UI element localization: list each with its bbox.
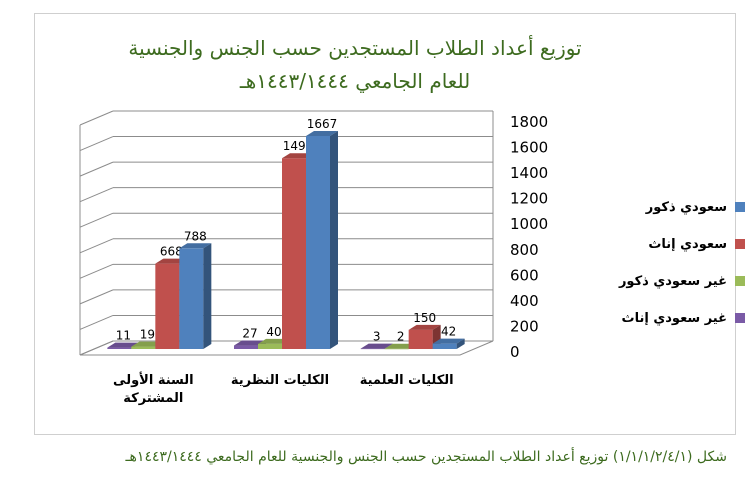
gridline-depth	[79, 161, 114, 177]
bar-front	[360, 348, 385, 350]
chart-frame: توزيع أعداد الطلاب المستجدين حسب الجنس و…	[34, 13, 745, 435]
bar-front	[179, 248, 204, 349]
bar-front	[155, 263, 180, 349]
bar-front	[234, 345, 258, 349]
chart-legend: سعودي ذكور سعودي إناث غير سعودي ذكور غير سع…	[595, 199, 745, 347]
gridline-depth	[79, 212, 114, 228]
data-label: 668	[160, 245, 183, 259]
data-label: 42	[441, 325, 456, 339]
bar-side	[330, 130, 338, 349]
chart-title-line-2: للعام الجامعي ١٤٤٣/١٤٤٤هـ	[239, 69, 471, 93]
bar-front	[408, 329, 433, 349]
bar-top	[107, 342, 140, 348]
bar-front	[432, 343, 457, 349]
data-label: 150	[413, 311, 436, 325]
legend-label: غير سعودي ذكور	[618, 273, 727, 289]
data-label: 40	[266, 325, 281, 339]
data-label: 1493	[283, 139, 314, 153]
bar-top	[360, 343, 393, 349]
x-category-label: الكليات العلمية	[360, 373, 454, 388]
data-label: 1667	[307, 117, 338, 131]
legend-item: غير سعودي إناث	[595, 310, 745, 326]
data-label: 19	[140, 328, 155, 342]
y-tick-label: 1800	[510, 113, 548, 131]
y-tick-label: 400	[510, 292, 539, 310]
bar-front	[131, 346, 156, 349]
legend-item: غير سعودي ذكور	[595, 273, 745, 289]
data-label: 27	[242, 327, 257, 341]
bar-side	[203, 243, 212, 349]
legend-swatch	[735, 313, 745, 323]
x-category-label: المشتركة	[123, 391, 183, 406]
data-label: 11	[116, 329, 131, 343]
legend-item: سعودي إناث	[595, 236, 745, 252]
legend-swatch	[735, 239, 745, 249]
gridline-depth	[79, 289, 114, 305]
legend-swatch	[735, 276, 745, 286]
x-category-label: السنة الأولى	[113, 371, 194, 388]
legend-item: سعودي ذكور	[595, 199, 745, 215]
chart-title-line-1: توزيع أعداد الطلاب المستجدين حسب الجنس و…	[128, 36, 582, 60]
legend-label: سعودي ذكور	[645, 199, 727, 215]
gridline-depth	[79, 187, 114, 203]
legend-label: سعودي إناث	[648, 236, 727, 252]
y-tick-label: 200	[510, 317, 539, 335]
bar-front	[306, 135, 330, 349]
bar-top	[179, 243, 212, 249]
y-tick-label: 1600	[510, 139, 548, 157]
data-label: 788	[184, 229, 207, 243]
bar-front	[282, 158, 306, 349]
x-category-label: الكليات النظرية	[231, 373, 329, 388]
gridline-depth	[79, 238, 114, 254]
data-label: 2	[397, 330, 405, 344]
chart-floor	[79, 340, 494, 356]
bar-side	[456, 338, 465, 349]
chart-title: توزيع أعداد الطلاب المستجدين حسب الجنس و…	[35, 32, 675, 98]
gridline-depth	[79, 136, 114, 152]
bar-front	[258, 343, 282, 349]
y-tick-label: 1400	[510, 164, 548, 182]
bar-front	[384, 348, 409, 350]
gridline-depth	[79, 110, 114, 126]
y-tick-label: 0	[510, 343, 520, 361]
y-tick-label: 800	[510, 241, 539, 259]
bar-top	[306, 130, 338, 136]
bar-top	[408, 324, 441, 330]
y-tick-label: 1200	[510, 190, 548, 208]
gridline-depth	[79, 263, 114, 279]
bar-front	[107, 347, 132, 349]
legend-label: غير سعودي إناث	[621, 310, 727, 326]
figure-caption: شكل (١/١/١/٢/٤/١) توزيع أعداد الطلاب الم…	[125, 449, 727, 465]
gridline-depth	[79, 314, 114, 330]
data-label: 3	[373, 330, 381, 344]
bar-top	[432, 338, 465, 344]
legend-swatch	[735, 202, 745, 212]
y-tick-label: 1000	[510, 215, 548, 233]
y-tick-label: 600	[510, 266, 539, 284]
